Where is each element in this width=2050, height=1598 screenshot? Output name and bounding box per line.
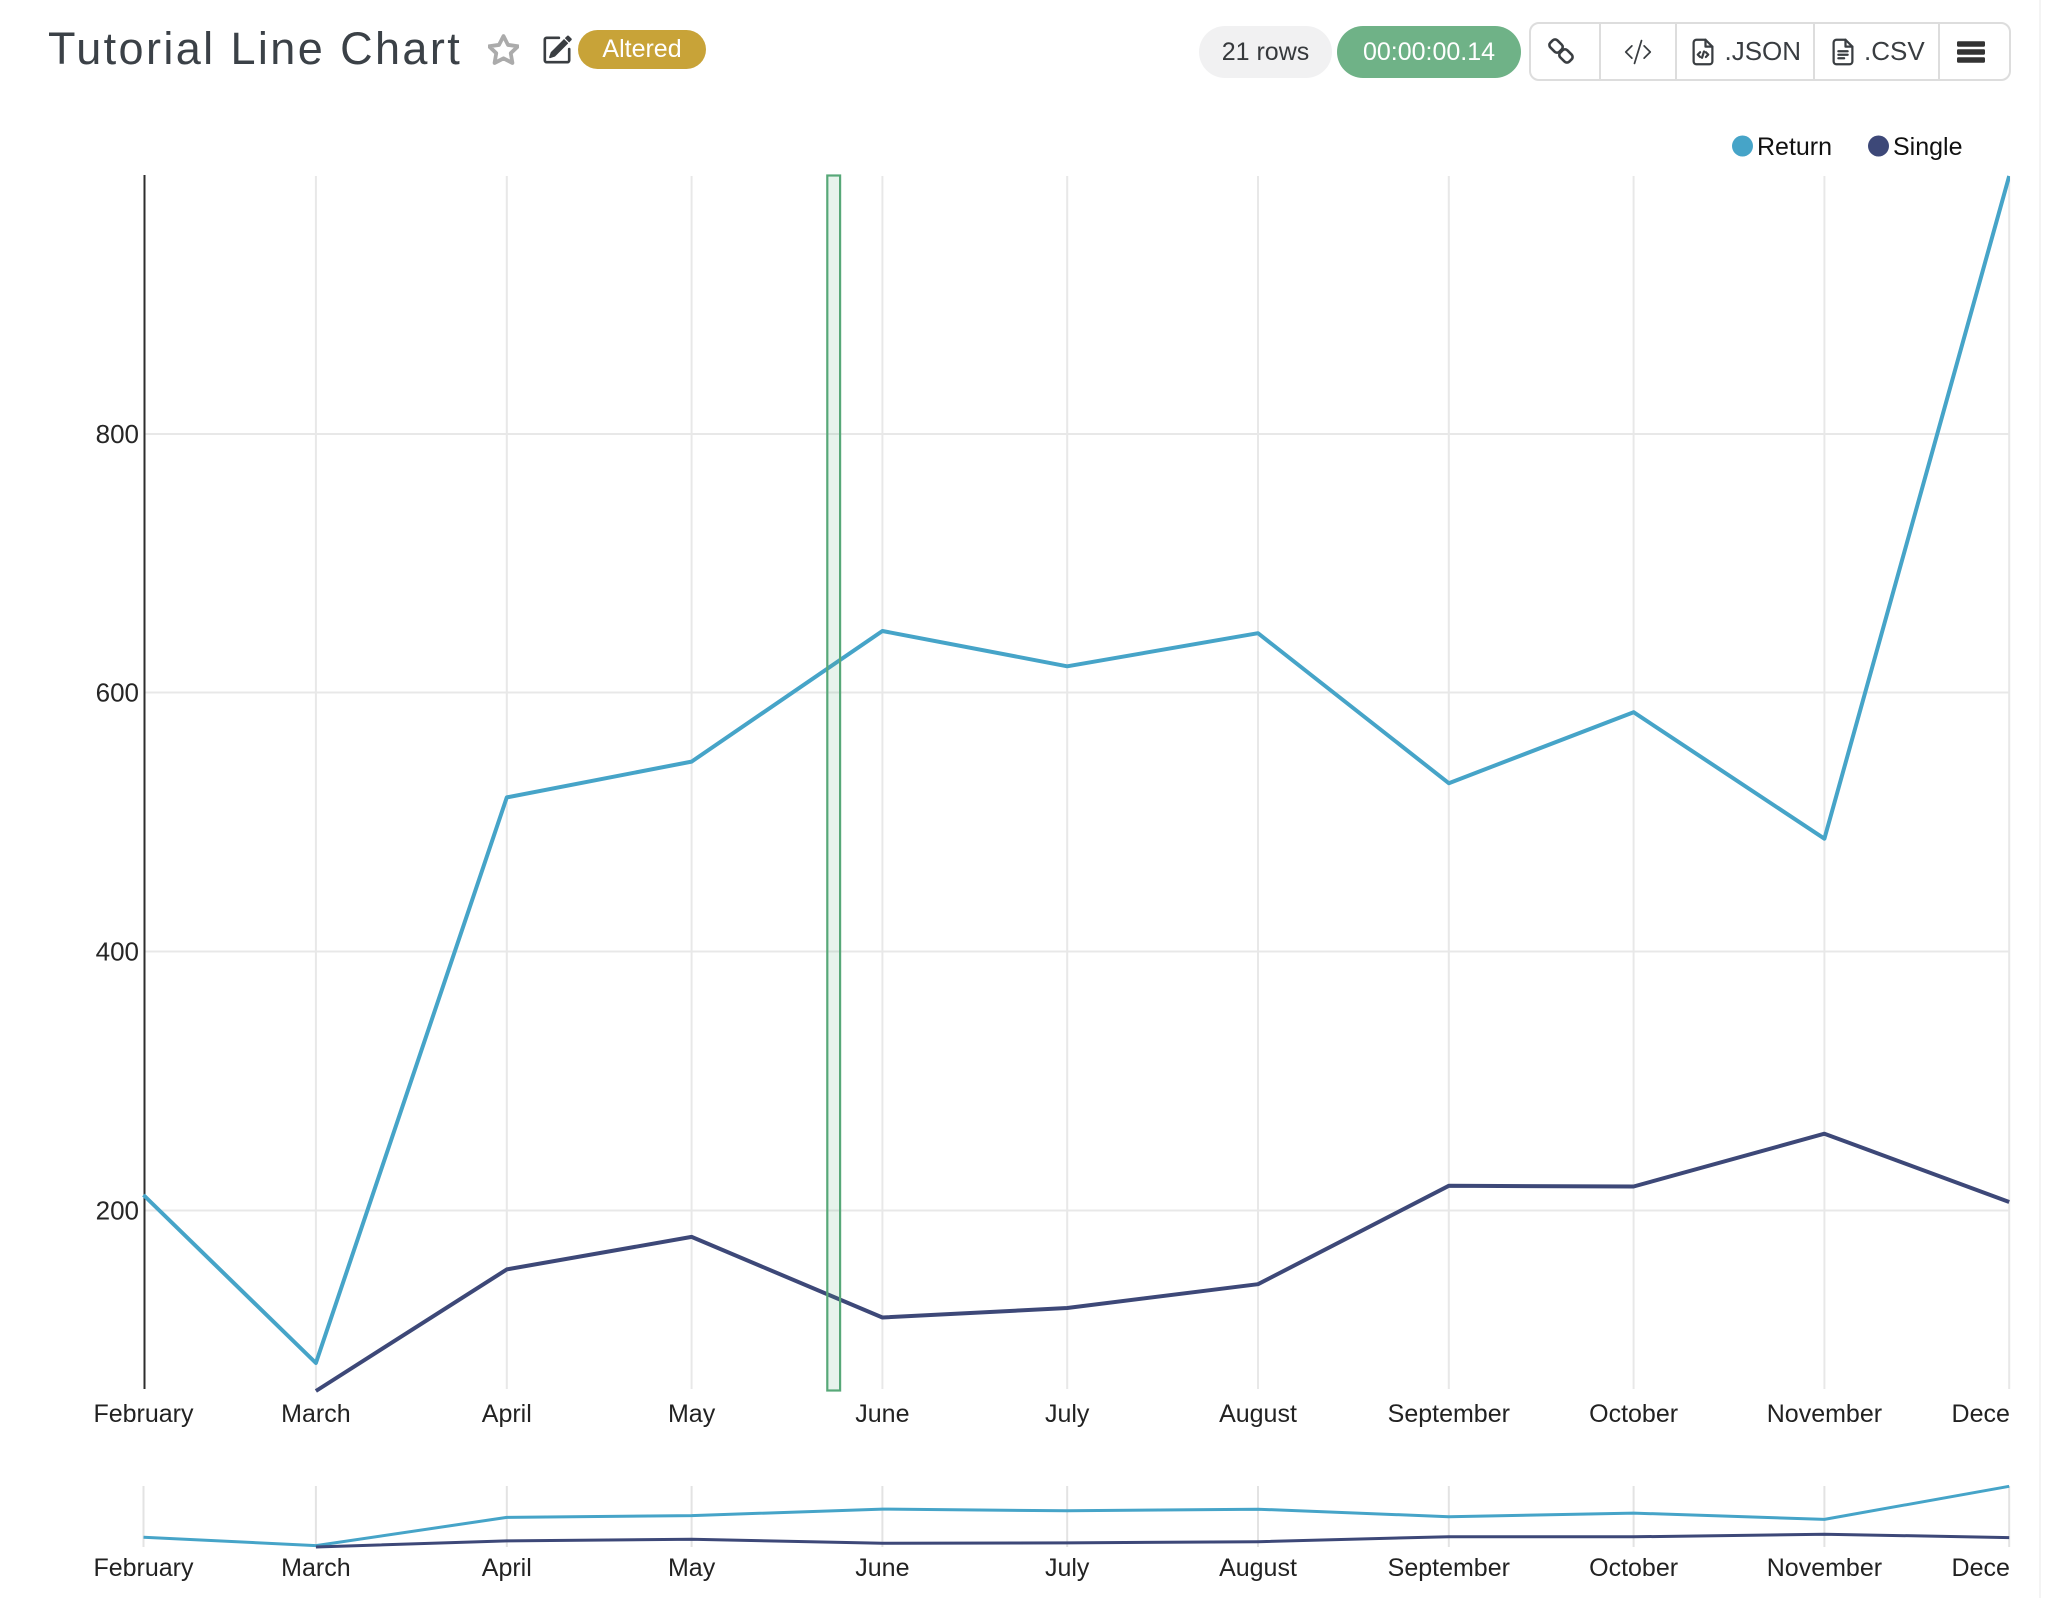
svg-text:400: 400	[96, 937, 139, 967]
svg-text:August: August	[1219, 1554, 1297, 1582]
svg-text:December: December	[1952, 1400, 2050, 1428]
svg-text:May: May	[668, 1400, 716, 1428]
svg-text:200: 200	[96, 1196, 139, 1226]
svg-text:June: June	[855, 1400, 909, 1428]
svg-text:March: March	[281, 1400, 350, 1428]
svg-text:July: July	[1045, 1400, 1090, 1428]
svg-text:July: July	[1045, 1554, 1090, 1582]
svg-text:October: October	[1589, 1554, 1678, 1582]
svg-text:August: August	[1219, 1400, 1297, 1428]
svg-text:September: September	[1388, 1400, 1510, 1428]
svg-text:November: November	[1767, 1554, 1882, 1582]
svg-text:April: April	[482, 1400, 532, 1428]
svg-text:800: 800	[96, 419, 139, 449]
svg-text:May: May	[668, 1554, 716, 1582]
svg-text:June: June	[855, 1554, 909, 1582]
svg-text:Single: Single	[1893, 133, 1963, 161]
svg-text:December: December	[1952, 1554, 2050, 1582]
svg-text:Return: Return	[1757, 133, 1832, 161]
svg-text:April: April	[482, 1554, 532, 1582]
svg-text:October: October	[1589, 1400, 1678, 1428]
svg-text:September: September	[1388, 1554, 1510, 1582]
svg-text:February: February	[93, 1554, 194, 1582]
svg-text:March: March	[281, 1554, 350, 1582]
svg-text:February: February	[93, 1400, 194, 1428]
svg-text:November: November	[1767, 1400, 1882, 1428]
svg-text:600: 600	[96, 678, 139, 708]
